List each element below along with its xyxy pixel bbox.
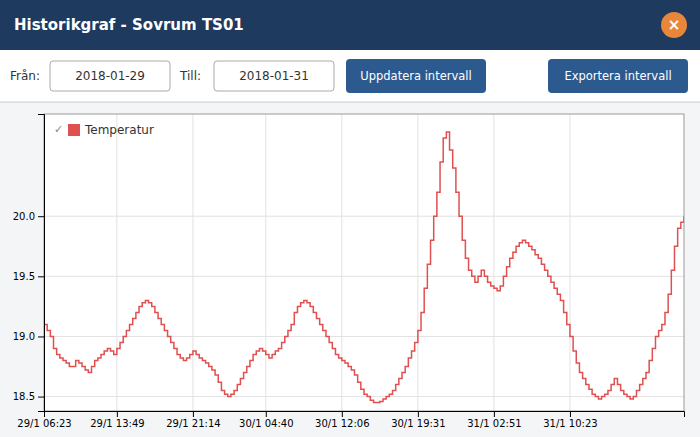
y-tick: 19.0 bbox=[13, 331, 44, 342]
grid bbox=[44, 114, 684, 411]
to-date-text[interactable]: 2018-01-31 bbox=[239, 69, 309, 83]
header-bar bbox=[0, 0, 700, 50]
close-button[interactable]: × bbox=[661, 12, 687, 38]
x-tick-mark bbox=[494, 411, 495, 417]
plot-background bbox=[44, 114, 684, 411]
to-label: Till: bbox=[179, 69, 201, 83]
y-grid-line bbox=[44, 336, 684, 337]
x-axis: 29/1 06:23 29/1 13:49 29/1 21:14 30/1 04:40… bbox=[17, 411, 684, 429]
x-tick: 31/1 02:51 bbox=[467, 411, 521, 429]
update-button[interactable]: Uppdatera intervall bbox=[346, 59, 486, 93]
x-tick: 29/1 13:49 bbox=[90, 411, 144, 429]
x-tick-mark bbox=[117, 411, 118, 417]
y-tick: 20.0 bbox=[13, 211, 44, 222]
export-button[interactable]: Exportera intervall bbox=[548, 59, 688, 93]
x-tick: 30/1 19:31 bbox=[391, 411, 445, 429]
y-tick-mark bbox=[38, 216, 44, 217]
y-axis: 18.5 19.0 19.5 20.0 bbox=[13, 115, 45, 412]
export-button-text[interactable]: Exportera intervall bbox=[564, 69, 671, 83]
x-grid-line bbox=[116, 114, 117, 411]
x-tick-label: 31/1 10:23 bbox=[543, 418, 597, 429]
y-tick-mark bbox=[38, 397, 44, 398]
x-grid-line bbox=[341, 114, 342, 411]
x-tick-mark bbox=[570, 411, 571, 417]
close-icon[interactable]: × bbox=[668, 16, 681, 34]
x-tick-label: 30/1 19:31 bbox=[391, 418, 445, 429]
x-tick: 31/1 10:23 bbox=[543, 411, 597, 429]
to-date[interactable]: 2018-01-31 bbox=[214, 61, 334, 91]
x-tick: 30/1 12:06 bbox=[315, 411, 369, 429]
x-tick: 30/1 04:40 bbox=[239, 411, 293, 429]
y-tick: 19.5 bbox=[13, 271, 44, 282]
x-tick-label: 29/1 13:49 bbox=[90, 418, 144, 429]
y-tick-label: 19.5 bbox=[13, 271, 35, 282]
x-tick: 29/1 06:23 bbox=[17, 411, 71, 429]
x-tick-label: 31/1 02:51 bbox=[467, 418, 521, 429]
controls: Från: 2018-01-29 Till: 2018-01-31 Uppdatera … bbox=[0, 50, 700, 102]
x-tick: 29/1 21:14 bbox=[166, 411, 220, 429]
y-axis-line bbox=[38, 115, 45, 412]
x-grid-line bbox=[569, 114, 570, 411]
update-button-text[interactable]: Uppdatera intervall bbox=[360, 69, 471, 83]
legend-check: ✓ bbox=[54, 123, 63, 136]
x-axis-line bbox=[45, 412, 685, 418]
chart-svg: Historikgraf - Sovrum TS01 × Från: 2018-01-… bbox=[0, 0, 700, 437]
update-button-bg[interactable] bbox=[346, 59, 486, 93]
x-grid-line bbox=[417, 114, 418, 411]
x-grid-line bbox=[265, 114, 266, 411]
x-tick-label: 30/1 04:40 bbox=[239, 418, 293, 429]
x-tick-label: 29/1 21:14 bbox=[166, 418, 220, 429]
series-line bbox=[44, 132, 684, 403]
x-grid-line bbox=[192, 114, 193, 411]
x-tick-mark bbox=[266, 411, 267, 417]
background bbox=[0, 0, 700, 437]
chart-container: Historikgraf - Sovrum TS01 × Från: 2018-01-… bbox=[0, 0, 700, 437]
legend-label: Temperatur bbox=[84, 123, 154, 137]
title: Historikgraf - Sovrum TS01 bbox=[14, 16, 244, 34]
x-tick-mark bbox=[193, 411, 194, 417]
legend-swatch bbox=[68, 124, 80, 136]
x-tick-mark bbox=[342, 411, 343, 417]
controls-bar bbox=[0, 50, 700, 102]
y-tick-mark bbox=[38, 336, 44, 337]
x-tick-label: 30/1 12:06 bbox=[315, 418, 369, 429]
y-tick-label: 19.0 bbox=[13, 331, 35, 342]
legend: ✓ Temperatur bbox=[54, 123, 154, 137]
y-grid-line bbox=[44, 396, 684, 397]
y-tick: 18.5 bbox=[13, 391, 44, 402]
legend-item: Temperatur bbox=[68, 123, 154, 137]
controls-border bbox=[0, 102, 700, 103]
to-date-box[interactable] bbox=[214, 61, 334, 91]
header: Historikgraf - Sovrum TS01 × bbox=[0, 0, 700, 50]
marks bbox=[44, 132, 684, 403]
from-date-box[interactable] bbox=[50, 61, 170, 91]
plot-frame bbox=[44, 114, 684, 411]
x-tick-mark bbox=[418, 411, 419, 417]
from-date-text[interactable]: 2018-01-29 bbox=[75, 69, 145, 83]
export-button-bg[interactable] bbox=[548, 59, 688, 93]
y-tick-label: 20.0 bbox=[13, 211, 35, 222]
y-grid-line bbox=[44, 276, 684, 277]
y-tick-label: 18.5 bbox=[13, 391, 35, 402]
plot: 29/1 06:23 29/1 13:49 29/1 21:14 30/1 04:40… bbox=[13, 114, 685, 429]
close-circle[interactable] bbox=[661, 12, 687, 38]
x-grid-line bbox=[493, 114, 494, 411]
y-grid-line bbox=[44, 216, 684, 217]
from-label: Från: bbox=[10, 69, 40, 83]
from-date[interactable]: 2018-01-29 bbox=[50, 61, 170, 91]
x-tick-label: 29/1 06:23 bbox=[17, 418, 71, 429]
y-tick-mark bbox=[38, 276, 44, 277]
